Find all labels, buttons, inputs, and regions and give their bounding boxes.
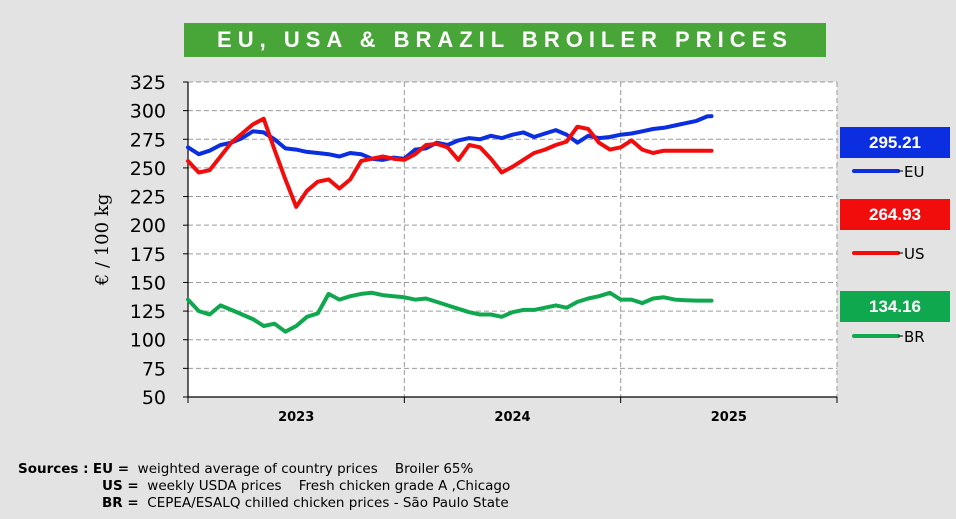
chart-title: EU, USA & BRAZIL BROILER PRICES: [184, 23, 826, 57]
y-tick-label: 175: [130, 244, 166, 266]
plot-area: [188, 82, 837, 397]
sources-label: Sources :: [18, 461, 89, 477]
source-row-us: US = weekly USDA prices Fresh chicken gr…: [18, 478, 510, 495]
series-line-br: [186, 290, 714, 334]
y-tick-label: 200: [130, 215, 166, 237]
source-text-eu: weighted average of country prices Broil…: [137, 461, 474, 477]
y-tick-label: 100: [130, 330, 166, 352]
y-tick-label: 275: [130, 129, 166, 151]
legend-label-br: BR: [904, 328, 925, 346]
source-text-br: CEPEA/ESALQ chilled chicken prices - São…: [147, 495, 509, 511]
eu-value-badge: 295.21: [840, 127, 950, 158]
br-value-badge: 134.16: [840, 291, 950, 322]
y-tick-label: 250: [130, 158, 166, 180]
source-row-br: BR = CEPEA/ESALQ chilled chicken prices …: [18, 495, 510, 512]
y-tick-label: 125: [130, 301, 166, 323]
y-axis-label: € / 100 kg: [92, 194, 113, 286]
y-tick-label: 325: [130, 72, 166, 94]
x-tick-label: 2024: [494, 410, 530, 425]
sources-note: Sources : EU = weighted average of count…: [18, 461, 510, 512]
series-line-eu: [186, 114, 714, 162]
series-line-us: [186, 116, 714, 209]
y-tick-label: 75: [142, 358, 166, 380]
source-row-eu: Sources : EU = weighted average of count…: [18, 461, 510, 478]
us-value-badge: 264.93: [840, 199, 950, 230]
legend-label-eu: EU: [904, 163, 924, 181]
y-tick-label: 300: [130, 101, 166, 123]
y-tick-label: 50: [142, 387, 166, 409]
source-key-br: BR =: [102, 495, 139, 511]
legend-label-us: US: [904, 245, 925, 263]
x-tick-label: 2023: [278, 410, 314, 425]
source-key-us: US =: [102, 478, 139, 494]
y-tick-label: 150: [130, 272, 166, 294]
x-tick-label: 2025: [711, 410, 747, 425]
source-text-us: weekly USDA prices Fresh chicken grade A…: [147, 478, 511, 494]
y-tick-label: 225: [130, 187, 166, 209]
source-key-eu: EU =: [92, 461, 130, 477]
